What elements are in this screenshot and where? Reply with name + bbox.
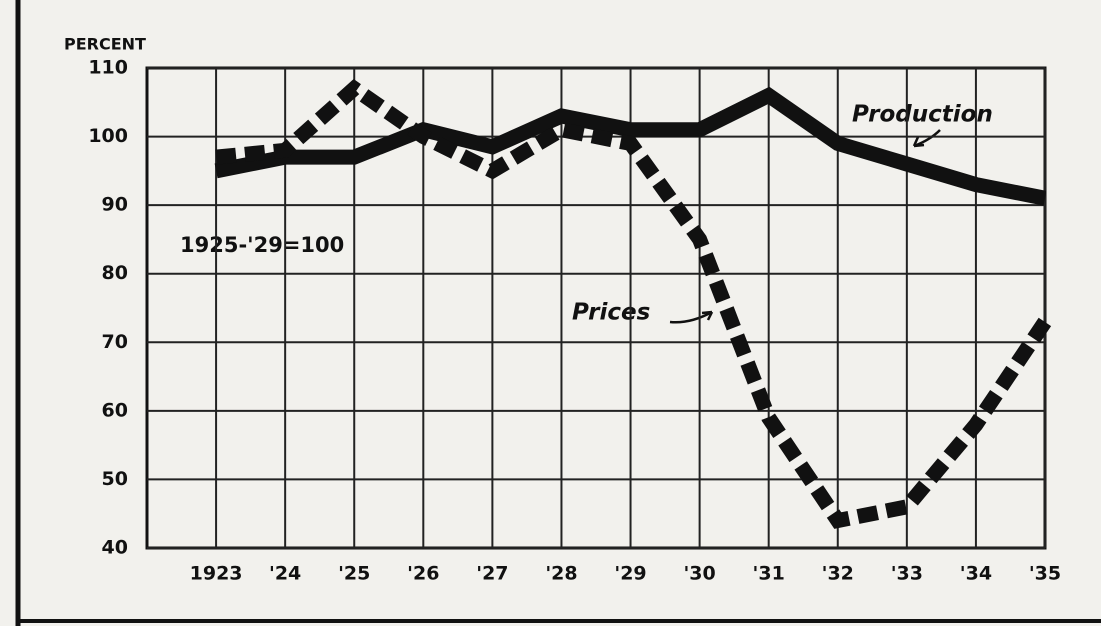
annotation: 1925-'29=100 bbox=[180, 233, 344, 257]
x-tick-label: '25 bbox=[338, 563, 370, 585]
x-tick-label: '31 bbox=[753, 563, 785, 585]
page: {"chart_data": {"type": "line", "axis_ti… bbox=[0, 0, 1101, 626]
series-label: Prices bbox=[572, 300, 650, 326]
y-tick-label: 110 bbox=[88, 57, 128, 79]
y-tick-label: 50 bbox=[102, 468, 128, 490]
x-tick-label: 1923 bbox=[190, 563, 243, 585]
y-tick-label: 90 bbox=[102, 194, 128, 216]
chart: PERCENT 1925-'29=100 Production Prices 4… bbox=[0, 0, 1101, 626]
axis-title: PERCENT bbox=[64, 35, 146, 54]
x-tick-label: '26 bbox=[407, 563, 439, 585]
series-label: Production bbox=[852, 102, 993, 128]
x-tick-label: '33 bbox=[891, 563, 923, 585]
x-tick-label: '29 bbox=[614, 563, 646, 585]
y-tick-label: 80 bbox=[102, 262, 128, 284]
x-tick-label: '34 bbox=[960, 563, 992, 585]
y-tick-label: 60 bbox=[102, 399, 128, 421]
x-tick-label: '27 bbox=[476, 563, 508, 585]
y-tick-label: 100 bbox=[88, 125, 128, 147]
x-tick-label: '28 bbox=[545, 563, 577, 585]
x-tick-label: '24 bbox=[269, 563, 301, 585]
y-tick-label: 70 bbox=[102, 331, 128, 353]
x-tick-label: '35 bbox=[1029, 563, 1061, 585]
background bbox=[0, 0, 1101, 626]
x-tick-label: '32 bbox=[822, 563, 854, 585]
y-tick-label: 40 bbox=[102, 537, 128, 559]
x-tick-label: '30 bbox=[683, 563, 715, 585]
